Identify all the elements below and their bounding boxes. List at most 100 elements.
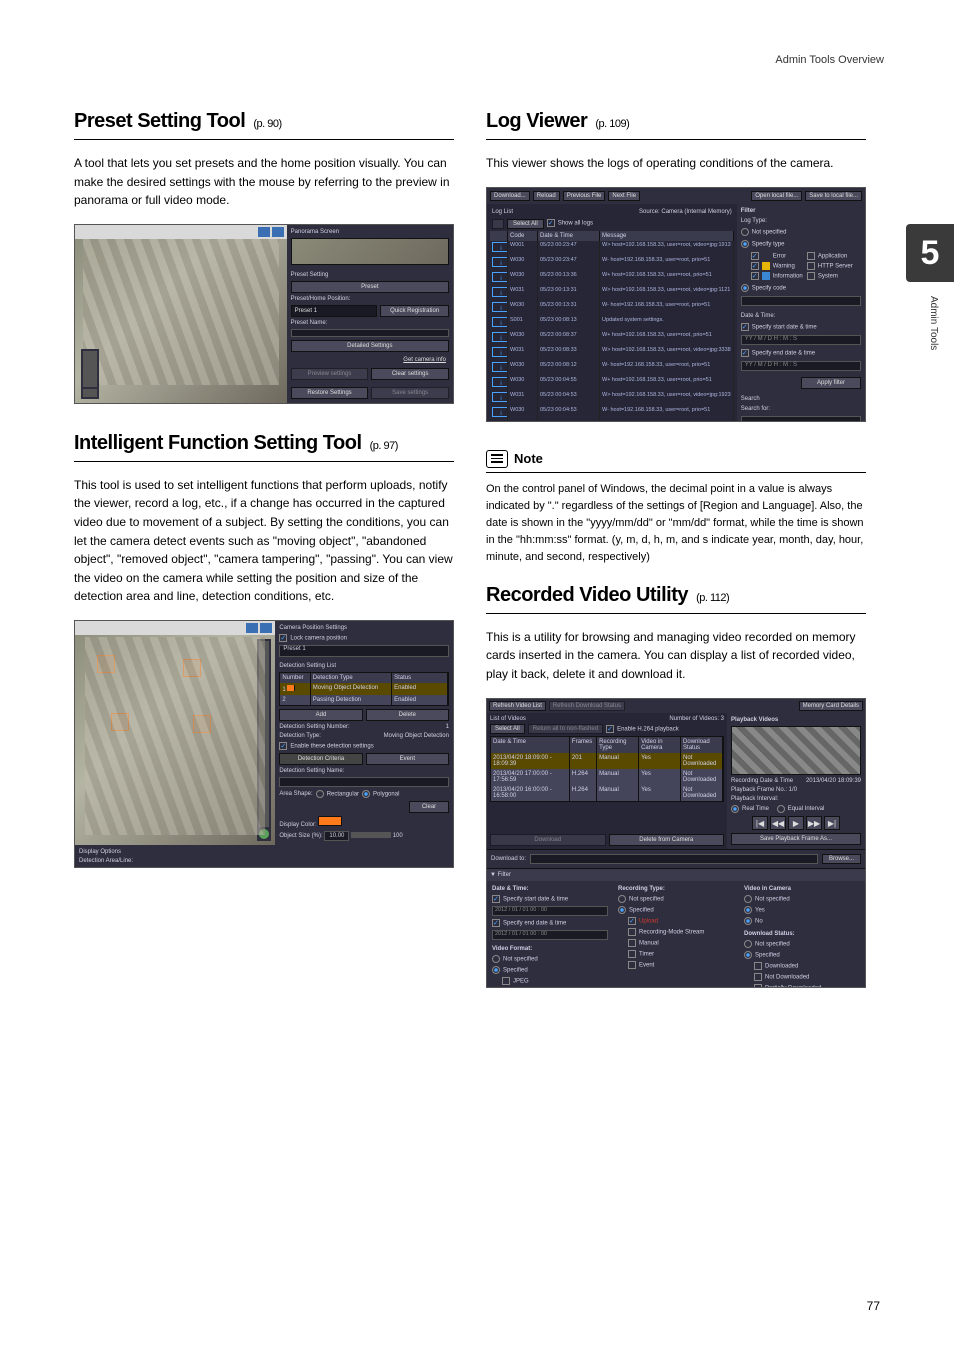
download-btn[interactable]: Download (490, 834, 606, 846)
app-chk[interactable]: Application (807, 252, 861, 260)
restore-settings-btn[interactable]: Restore Settings (291, 387, 369, 399)
next-file-btn[interactable]: Next File (608, 191, 640, 201)
color-swatch[interactable] (318, 816, 342, 826)
log-row[interactable]: iW03005/23 00:04:55W+ host=192.168.158.3… (490, 376, 734, 391)
realtime-radio[interactable]: Real Time (731, 806, 769, 812)
log-row[interactable]: iW03005/23 00:08:12W- host=192.168.158.3… (490, 361, 734, 376)
return-all-btn[interactable]: Return all to non-flashed (528, 724, 603, 734)
log-row[interactable]: iW03005/23 00:08:37W+ host=192.168.158.3… (490, 331, 734, 346)
slider[interactable] (259, 641, 269, 827)
get-cam-info-link[interactable]: Get camera info (291, 355, 449, 365)
log-row[interactable]: iW03105/23 00:13:31W> host=192.168.158.3… (490, 286, 734, 301)
video-thumbnail[interactable] (731, 726, 861, 775)
filter-header[interactable]: ▼ Filter (487, 868, 865, 881)
clear-settings-btn[interactable]: Clear settings (371, 368, 449, 380)
window-button[interactable] (258, 227, 270, 237)
vf-notspec-radio[interactable]: Not specified (492, 955, 608, 963)
browse-btn[interactable]: Browse... (822, 854, 861, 864)
detection-box[interactable] (111, 713, 129, 731)
det-area-dropdown[interactable]: Selected Detection Settings Only (79, 867, 449, 868)
enable-check[interactable]: Enable these detection settings (279, 742, 449, 750)
spec-end-chk[interactable]: Specify end date & time (492, 919, 608, 927)
end-dt[interactable]: 2012 / 01 / 01 00 : 00 (492, 930, 608, 940)
search-input[interactable] (741, 416, 861, 422)
preset-select[interactable]: Preset 1 (291, 305, 378, 317)
enable-h264-chk[interactable]: Enable H.264 playback (606, 725, 679, 733)
prev-file-btn[interactable]: Previous File (563, 191, 606, 201)
first-btn[interactable]: |◀ (752, 816, 768, 830)
log-row[interactable]: iW03005/23 00:03:19W+ host=192.168.158.3… (490, 421, 734, 422)
det-name-input[interactable] (279, 777, 449, 787)
control-slider[interactable] (83, 351, 97, 387)
next-btn[interactable]: ▶▶ (806, 816, 822, 830)
timer-chk[interactable]: Timer (618, 950, 734, 958)
log-row[interactable]: iW00105/23 00:23:47W> host=192.168.158.3… (490, 241, 734, 256)
window-button[interactable] (272, 227, 284, 237)
save-settings-btn[interactable]: Save settings (371, 387, 449, 399)
select-all-btn[interactable]: Select All (507, 219, 544, 229)
preview-settings-btn[interactable]: Preview settings (291, 368, 369, 380)
tab-criteria[interactable]: Detection Criteria (279, 753, 362, 765)
detection-box[interactable] (183, 659, 201, 677)
vic-yes-radio[interactable]: Yes (744, 906, 860, 914)
log-row[interactable]: iW03105/23 00:08:33W> host=192.168.158.3… (490, 346, 734, 361)
vf-spec-radio[interactable]: Specified (492, 966, 608, 974)
vic-notspec-radio[interactable]: Not specified (744, 895, 860, 903)
table-row[interactable]: 2013/04/20 18:09:00 - 18:09:39201ManualY… (491, 753, 723, 769)
detection-box[interactable] (97, 655, 115, 673)
save-local-btn[interactable]: Save to local file... (805, 191, 862, 201)
refresh-list-btn[interactable]: Refresh Video List (489, 701, 546, 711)
sys-chk[interactable]: System (807, 272, 861, 280)
spec-start-chk[interactable]: Specify start date & time (492, 895, 608, 903)
vic-no-radio[interactable]: No (744, 917, 860, 925)
end-dt-input[interactable]: YY / M / D H : M : S (741, 361, 861, 371)
add-btn[interactable]: Add (279, 709, 362, 721)
preset-dropdown[interactable]: Preset 1 (279, 645, 449, 657)
table-row[interactable]: 2013/04/20 17:00:00 - 17:56:59H.264Manua… (491, 769, 723, 785)
panorama-preview[interactable] (291, 238, 449, 265)
clear-btn[interactable]: Clear (409, 801, 449, 813)
detection-box[interactable] (193, 715, 211, 733)
last-btn[interactable]: ▶| (824, 816, 840, 830)
detailed-settings-btn[interactable]: Detailed Settings (291, 340, 449, 352)
ds-spec-radio[interactable]: Specified (744, 951, 860, 959)
notdl-chk[interactable]: Not Downloaded (744, 973, 860, 981)
table-row[interactable]: 1 Moving Object Detection Enabled (280, 683, 448, 695)
lock-cam-check[interactable]: Lock camera position (279, 634, 449, 642)
play-btn[interactable]: ▶ (788, 816, 804, 830)
download-btn[interactable]: Download... (490, 191, 530, 201)
dl-path-input[interactable] (530, 854, 818, 864)
delete-cam-btn[interactable]: Delete from Camera (609, 834, 725, 846)
http-chk[interactable]: HTTP Server (807, 262, 861, 270)
refresh-dl-btn[interactable]: Refresh Download Status (549, 701, 625, 711)
rect-radio[interactable]: Rectangular (316, 790, 359, 798)
window-button[interactable] (246, 623, 258, 633)
log-row[interactable]: iW03005/23 00:13:36W+ host=192.168.158.3… (490, 271, 734, 286)
spec-start-chk[interactable]: Specify start date & time (741, 323, 861, 331)
log-row[interactable]: iW03005/23 00:23:47W- host=192.168.158.3… (490, 256, 734, 271)
open-local-btn[interactable]: Open local file... (751, 191, 802, 201)
jpeg-chk[interactable]: JPEG (492, 977, 608, 985)
quick-reg-btn[interactable]: Quick Registration (380, 305, 449, 317)
downloaded-chk[interactable]: Downloaded (744, 962, 860, 970)
show-all-check[interactable]: Show all logs (547, 219, 593, 229)
log-row[interactable]: iW03105/23 00:04:53W> host=192.168.158.3… (490, 391, 734, 406)
info-chk[interactable]: Information (751, 272, 805, 280)
start-dt-input[interactable]: YY / M / D H : M : S (741, 335, 861, 345)
recmode-chk[interactable]: Recording-Mode Stream (618, 928, 734, 936)
log-row[interactable]: iS00105/23 00:08:13Updated system settin… (490, 316, 734, 331)
code-input[interactable] (741, 296, 861, 306)
rt-spec-radio[interactable]: Specified (618, 906, 734, 914)
control-btn[interactable] (83, 389, 97, 397)
not-spec-radio[interactable]: Not specified (741, 228, 861, 236)
mem-card-btn[interactable]: Memory Card Details (799, 701, 863, 711)
tab-event[interactable]: Event (366, 753, 449, 765)
save-frame-btn[interactable]: Save Playback Frame As... (731, 833, 861, 845)
spec-end-chk[interactable]: Specify end date & time (741, 349, 861, 357)
record-icon[interactable] (259, 829, 269, 839)
preset-name-input[interactable] (291, 329, 449, 337)
ds-notspec-radio[interactable]: Not specified (744, 940, 860, 948)
poly-radio[interactable]: Polygonal (362, 790, 399, 798)
table-row[interactable]: 2013/04/20 16:00:00 - 16:58:00H.264Manua… (491, 785, 723, 801)
select-all-btn[interactable]: Select All (490, 724, 525, 734)
